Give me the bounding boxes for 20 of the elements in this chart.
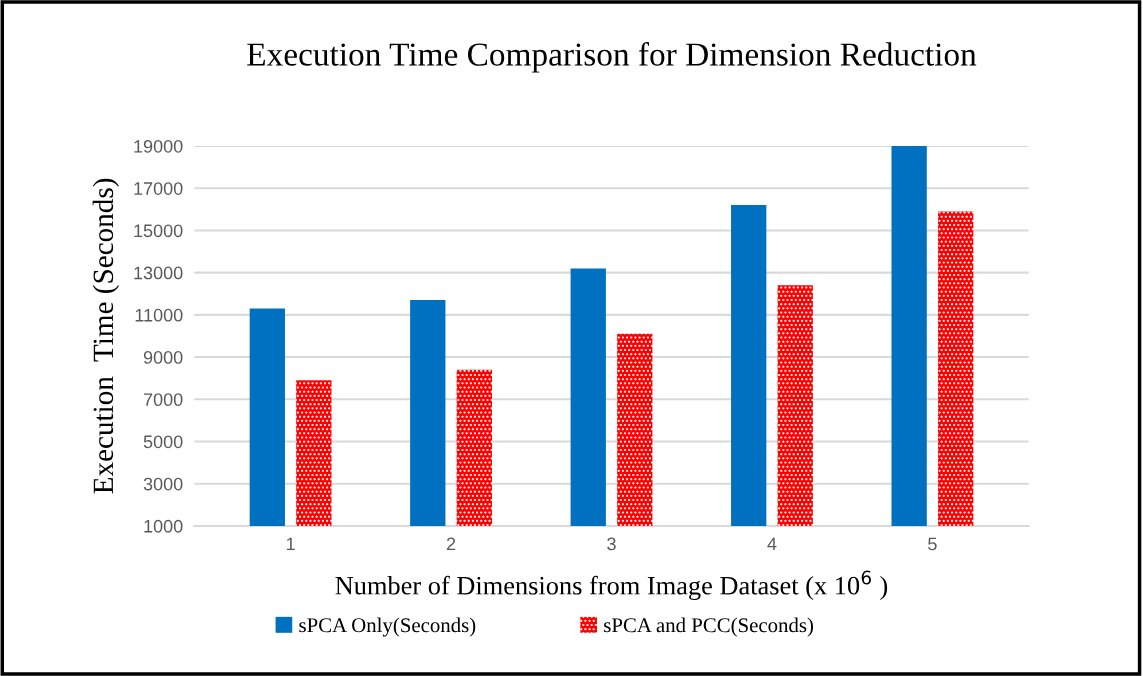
y-axis-title: Execution Time (Seconds) bbox=[92, 178, 120, 494]
y-tick-label: 5000 bbox=[143, 435, 183, 449]
y-tick-label: 13000 bbox=[134, 266, 183, 280]
y-tick-label: 17000 bbox=[134, 182, 183, 195]
x-tick-label: 2 bbox=[446, 537, 456, 551]
x-axis-title: Number of Dimensions from Image Dataset (x 10$^{6}$ ) bbox=[335, 570, 888, 601]
y-tick-label: 3000 bbox=[143, 477, 183, 491]
x-tick-label: 5 bbox=[928, 537, 937, 551]
y-tick-label: 7000 bbox=[143, 393, 183, 407]
y-tick-label: 11000 bbox=[135, 308, 183, 322]
y-tick-label: 19000 bbox=[134, 139, 183, 153]
y-tick-label: 9000 bbox=[143, 351, 183, 364]
x-tick-label: 4 bbox=[767, 537, 777, 551]
legend-label: sPCA and PCC(Seconds) bbox=[604, 617, 814, 637]
chart-title: Execution Time Comparison for Dimension Reduction bbox=[247, 41, 977, 73]
y-tick-label: 15000 bbox=[134, 224, 183, 238]
x-tick-label: 1 bbox=[286, 537, 295, 551]
y-tick-label: 1000 bbox=[144, 519, 183, 533]
legend-label: sPCA Only(Seconds) bbox=[299, 617, 476, 637]
x-tick-label: 3 bbox=[607, 537, 616, 551]
